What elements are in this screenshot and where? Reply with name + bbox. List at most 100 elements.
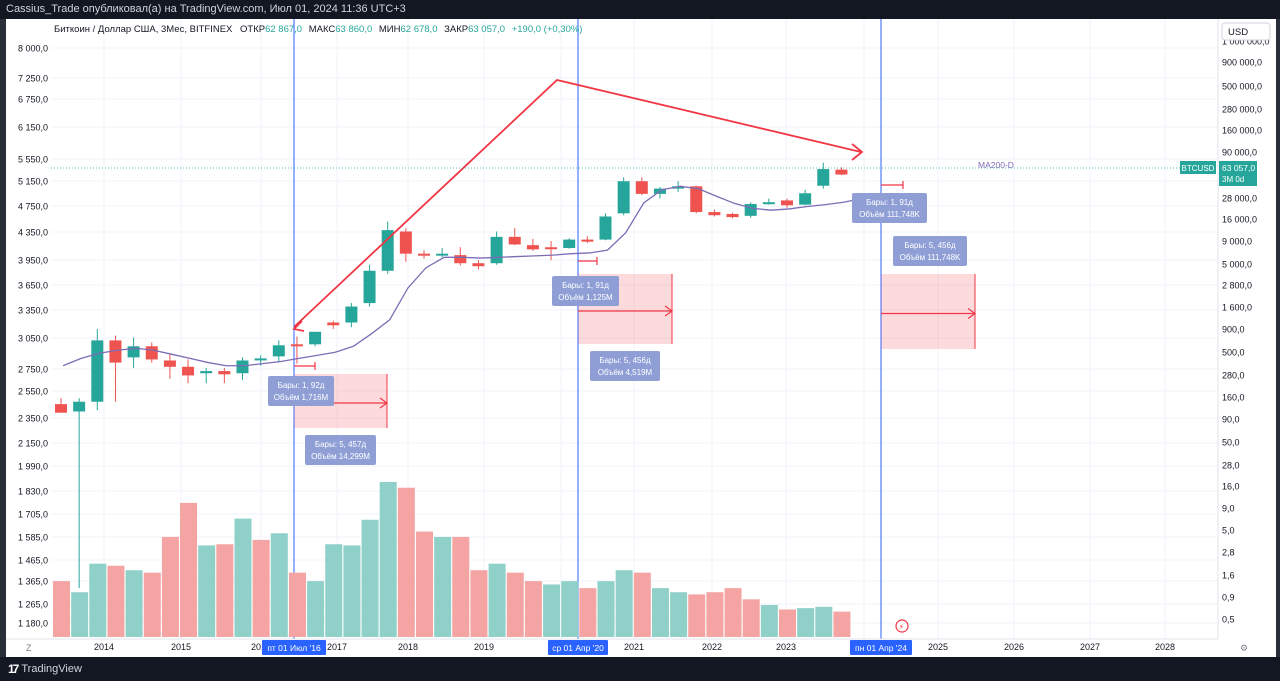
currency-button[interactable]: USD — [1228, 27, 1248, 38]
right-axis-tick: 500,0 — [1222, 348, 1245, 358]
left-axis-tick: 3 950,0 — [18, 256, 48, 266]
tradingview-logo[interactable]: 17 TradingView — [8, 657, 82, 681]
time-axis-tick: 2027 — [1080, 642, 1100, 652]
measure-volume-text: Объём 111,748K — [900, 253, 961, 262]
candle-body — [73, 401, 86, 412]
measure-label-bg — [552, 276, 619, 306]
zoom-icon[interactable]: Z — [26, 643, 32, 653]
candle-body — [472, 263, 485, 267]
candle-body — [799, 193, 812, 205]
candle-body — [526, 245, 539, 250]
left-axis-tick: 7 250,0 — [18, 74, 48, 84]
legend-open-value: 62 867,0 — [265, 24, 302, 35]
volume-bar — [470, 570, 488, 637]
measure-bars-text: Бары: 1, 92д — [278, 381, 325, 390]
left-axis-tick: 1 365,0 — [18, 577, 48, 587]
candle-body — [363, 270, 376, 304]
candle-body — [399, 231, 412, 254]
moving-average: MA200-D — [62, 160, 1014, 367]
ticker-badge — [1180, 161, 1216, 174]
date-marker-label: пн 01 Апр '24 — [855, 643, 907, 653]
volume-bars — [53, 482, 851, 637]
volume-bar — [597, 581, 615, 637]
volume-bar — [361, 519, 379, 637]
left-axis-tick: 5 550,0 — [18, 155, 48, 165]
left-axis-tick: 8 000,0 — [18, 44, 48, 54]
ma-label: MA200-D — [978, 160, 1014, 170]
time-axis-markers: пт 01 Июл '16 ср 01 Апр '20 пн 01 Апр '24 — [262, 640, 912, 655]
trend-line — [293, 79, 862, 328]
volume-bar — [125, 570, 143, 637]
volume-bar — [833, 611, 851, 637]
volume-bar — [561, 581, 579, 637]
volume-bar — [742, 599, 760, 637]
time-axis[interactable]: 2014201520162017201820192020202120222023… — [94, 642, 1175, 652]
right-axis-tick: 900 000,0 — [1222, 58, 1262, 68]
tradingview-brand: TradingView — [21, 663, 82, 675]
candle-body — [781, 200, 793, 206]
candle-body — [418, 253, 430, 256]
candle-body — [218, 371, 231, 375]
measure-arrow-head — [664, 305, 674, 317]
candle-body — [109, 340, 122, 363]
candle-body — [163, 360, 176, 367]
volume-bar — [488, 563, 506, 637]
footer-bar: 17 TradingView — [0, 657, 1280, 681]
volume-bar — [434, 536, 452, 637]
volume-bar — [543, 584, 561, 637]
right-axis-tick: 0,9 — [1222, 593, 1235, 603]
date-marker-badge — [548, 640, 608, 655]
measure-bars-text: Бары: 5, 456д — [599, 356, 651, 365]
right-axis-tick: 160 000,0 — [1222, 126, 1262, 136]
candle-body — [762, 202, 775, 205]
trend-drawings — [51, 79, 1218, 332]
volume-bar — [524, 581, 542, 637]
time-axis-tick: 2018 — [398, 642, 418, 652]
measure-bars-text: Бары: 1, 91д — [866, 198, 913, 207]
measure-volume-text: Объём 14,299M — [311, 452, 370, 461]
right-axis-tick: 1 600,0 — [1222, 303, 1252, 313]
left-axis-tick: 2 350,0 — [18, 414, 48, 424]
right-axis-tick: 9 000,0 — [1222, 237, 1252, 247]
left-axis-tick: 1 705,0 — [18, 510, 48, 520]
candle-body — [290, 344, 303, 347]
volume-bar — [724, 588, 742, 637]
date-marker-badge — [262, 640, 326, 655]
right-axis-tick: 5 000,0 — [1222, 260, 1252, 270]
measure-volume-text: Объём 4,519M — [598, 368, 653, 377]
candle-body — [744, 204, 757, 216]
left-axis-tick: 1 180,0 — [18, 619, 48, 629]
right-axis-tick: 2 800,0 — [1222, 281, 1252, 291]
volume-bar — [161, 536, 179, 637]
volume-bar — [815, 606, 833, 637]
right-price-axis[interactable]: 1 000 000,0 900 000,0 500 000,0 280 000,0 16… — [1222, 37, 1270, 625]
measure-labels: Бары: 1, 92д Объём 1,716M Бары: 5, 457д Объ… — [268, 193, 967, 465]
settings-gear-icon[interactable]: ⚙ — [1240, 643, 1248, 653]
last-price-value: 63 057,0 — [1222, 163, 1255, 173]
left-axis-tick: 4 350,0 — [18, 228, 48, 238]
currency-button-bg[interactable] — [1221, 22, 1271, 41]
volume-bar — [180, 502, 198, 637]
candle-body — [617, 181, 630, 214]
date-marker-label: ср 01 Апр '20 — [552, 643, 604, 653]
measure-label-bg — [590, 351, 660, 381]
time-axis-tick: 2023 — [776, 642, 796, 652]
candle-body — [672, 186, 685, 189]
volume-bar — [506, 572, 524, 637]
countdown-value: 3М 0d — [1222, 175, 1244, 184]
candle-body — [690, 186, 703, 213]
legend-high-value: 63 860,0 — [335, 24, 372, 35]
price-chart[interactable]: MA200-D Бары: 1, 92д Объём 1,716M Бары: 5,… — [6, 19, 1276, 657]
trend-arrow-head-left — [292, 320, 305, 332]
volume-bar — [216, 544, 234, 637]
candle-body — [508, 236, 521, 245]
right-axis-tick: 0,5 — [1222, 615, 1235, 625]
time-axis-tick: 2025 — [928, 642, 948, 652]
volume-bar — [252, 539, 270, 637]
left-price-axis[interactable]: 8 000,0 7 250,0 6 750,0 6 150,0 5 550,0 5 150… — [18, 44, 48, 629]
lightning-icon[interactable] — [895, 619, 909, 633]
volume-bar — [779, 609, 796, 637]
candle-body — [182, 366, 195, 376]
volume-bar — [760, 604, 778, 637]
right-axis-tick: 16 000,0 — [1222, 215, 1257, 225]
